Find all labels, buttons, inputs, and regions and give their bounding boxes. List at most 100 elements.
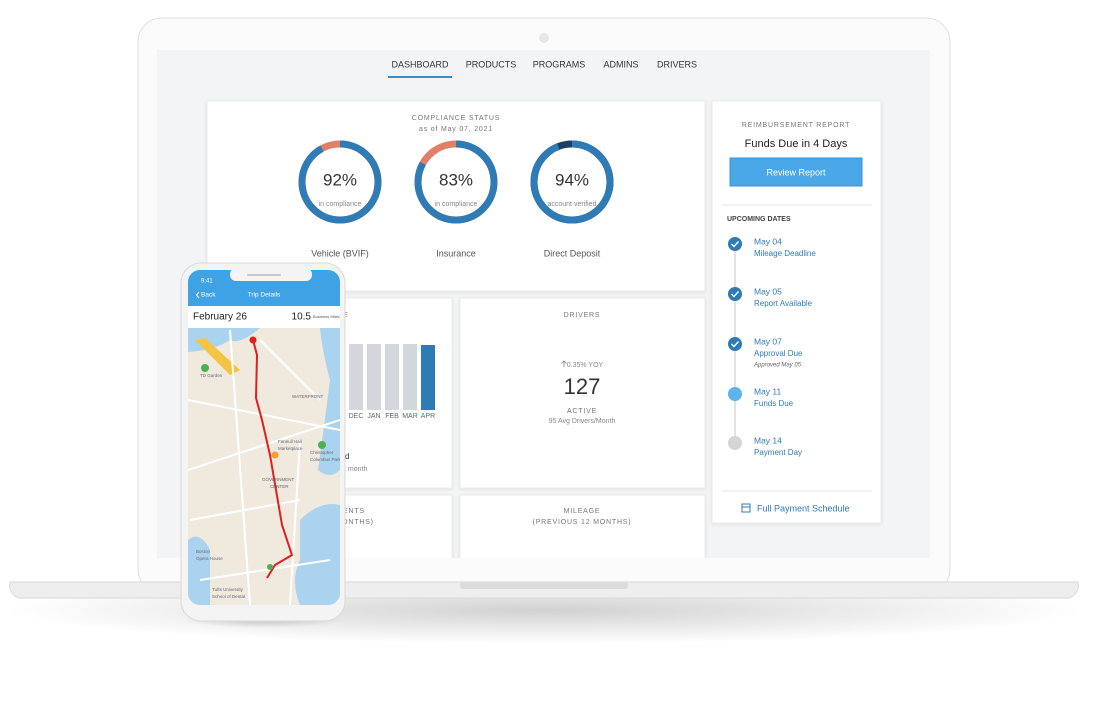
timeline-dot — [728, 237, 742, 251]
card-subtitle: as of May 07, 2021 — [419, 126, 493, 133]
month-label: APR — [421, 413, 435, 420]
check — [731, 241, 740, 248]
trip-date: February 26 — [193, 312, 247, 323]
timeline-dot — [728, 436, 742, 450]
event: Report Available — [754, 299, 813, 308]
map-label: School of Dental — [212, 594, 245, 599]
phone-screen: TD Garden WATERFRONT Faneuil Hall Marketpla… — [188, 270, 340, 605]
status: Funds Due in 4 Days — [745, 138, 848, 150]
card-title: E — [343, 312, 348, 319]
map-label: Tufts University — [212, 587, 244, 592]
card-subtitle: ONTHS) — [342, 519, 374, 526]
roads — [188, 329, 340, 605]
bar — [349, 344, 363, 410]
gauge-value: 83% — [439, 170, 473, 189]
nav-item[interactable]: PRODUCTS — [466, 59, 517, 69]
timeline-dot — [728, 337, 742, 351]
map-label: GOVERNMENT — [262, 477, 295, 482]
timeline-dot — [728, 287, 742, 301]
gauge-arc — [414, 140, 498, 224]
event: Approval Due — [754, 349, 803, 358]
clock: 9:41 — [201, 279, 213, 285]
date: May 14 — [754, 435, 782, 445]
map-label: Marketplace — [278, 446, 303, 451]
card-title: MILEAGE — [564, 508, 601, 515]
section-title: UPCOMING DATES — [727, 216, 791, 223]
average: 95 Avg Drivers/Month — [549, 418, 616, 425]
nav-item[interactable]: ADMINS — [603, 59, 638, 69]
highway — [195, 338, 240, 375]
gauges: 92% in compliance Vehicle (BVIF) 83% in comp… — [298, 140, 614, 258]
screen-title: Trip Details — [248, 292, 281, 299]
park-icon — [318, 441, 326, 449]
map-label: Christopher — [310, 450, 334, 455]
card-title: REIMBURSEMENT REPORT — [742, 122, 850, 129]
date: May 11 — [754, 386, 782, 396]
gauge-value: 94% — [555, 170, 589, 189]
nav-underline — [388, 76, 452, 78]
schedule-link[interactable]: Full Payment Schedule — [757, 503, 850, 513]
card-title: ENTS — [343, 508, 365, 515]
up-arrow — [561, 360, 567, 367]
change: 0.35% YOY — [567, 362, 604, 369]
nav-item[interactable]: DRIVERS — [657, 59, 697, 69]
fragment: d — [345, 452, 349, 461]
date: May 05 — [754, 286, 782, 296]
month-label: MAR — [402, 413, 418, 420]
timeline-items: May 04 Mileage Deadline May 05 Report Avail… — [728, 236, 816, 457]
month-label: DEC — [349, 413, 364, 420]
event: Funds Due — [754, 399, 794, 408]
date: May 04 — [754, 236, 782, 246]
route-start — [249, 336, 257, 344]
poi-icon — [271, 451, 279, 459]
gauge-caption: in compliance — [435, 201, 478, 208]
water — [188, 536, 210, 605]
status: ACTIVE — [567, 408, 597, 415]
nav-item[interactable]: PROGRAMS — [533, 59, 586, 69]
date: May 07 — [754, 336, 782, 346]
drivers-card — [459, 297, 706, 489]
map-label: WATERFRONT — [292, 394, 323, 399]
review-button[interactable] — [729, 157, 863, 187]
card-title: COMPLIANCE STATUS — [412, 115, 500, 122]
map-label: Boston — [196, 549, 211, 554]
gauge-name: Direct Deposit — [544, 248, 601, 258]
camera — [539, 33, 549, 43]
map-label: Faneuil Hall — [278, 439, 302, 444]
nav: DASHBOARD PRODUCTS PROGRAMS ADMINS DRIVERS — [391, 59, 697, 69]
back-chevron[interactable] — [195, 291, 200, 299]
check — [731, 341, 740, 348]
water — [295, 504, 340, 605]
compliance-card — [206, 100, 706, 292]
event: Mileage Deadline — [754, 249, 816, 258]
gauge-arc — [298, 140, 382, 224]
month-label: JAN — [367, 413, 380, 420]
laptop-notch — [460, 582, 628, 589]
map-label: CENTER — [270, 484, 289, 489]
button-label[interactable]: Review Report — [766, 167, 826, 177]
route-end — [267, 564, 273, 570]
gauge-value: 92% — [323, 170, 357, 189]
trip-row — [188, 306, 340, 328]
bar — [385, 344, 399, 410]
dashboard: DASHBOARD PRODUCTS PROGRAMS ADMINS DRIVERS C… — [206, 59, 882, 558]
water — [318, 328, 340, 475]
gauge-name: Insurance — [436, 248, 476, 258]
bar — [403, 344, 417, 410]
fragment: t month — [344, 466, 367, 473]
park-icon — [201, 364, 209, 372]
timeline-dot — [728, 387, 742, 401]
map-labels: TD Garden WATERFRONT Faneuil Hall Marketpla… — [196, 373, 340, 599]
calendar-icon — [741, 503, 751, 513]
bars: DEC JAN FEB MAR APR — [349, 344, 435, 420]
back-button[interactable]: Back — [201, 292, 216, 299]
gauge-caption: in compliance — [319, 201, 362, 208]
gauge-name: Vehicle (BVIF) — [311, 248, 369, 258]
bar — [421, 345, 435, 410]
route — [252, 339, 294, 579]
check — [731, 291, 740, 298]
nav-item[interactable]: DASHBOARD — [391, 59, 449, 69]
mileage-card — [459, 494, 706, 558]
map-label: TD Garden — [200, 373, 223, 378]
